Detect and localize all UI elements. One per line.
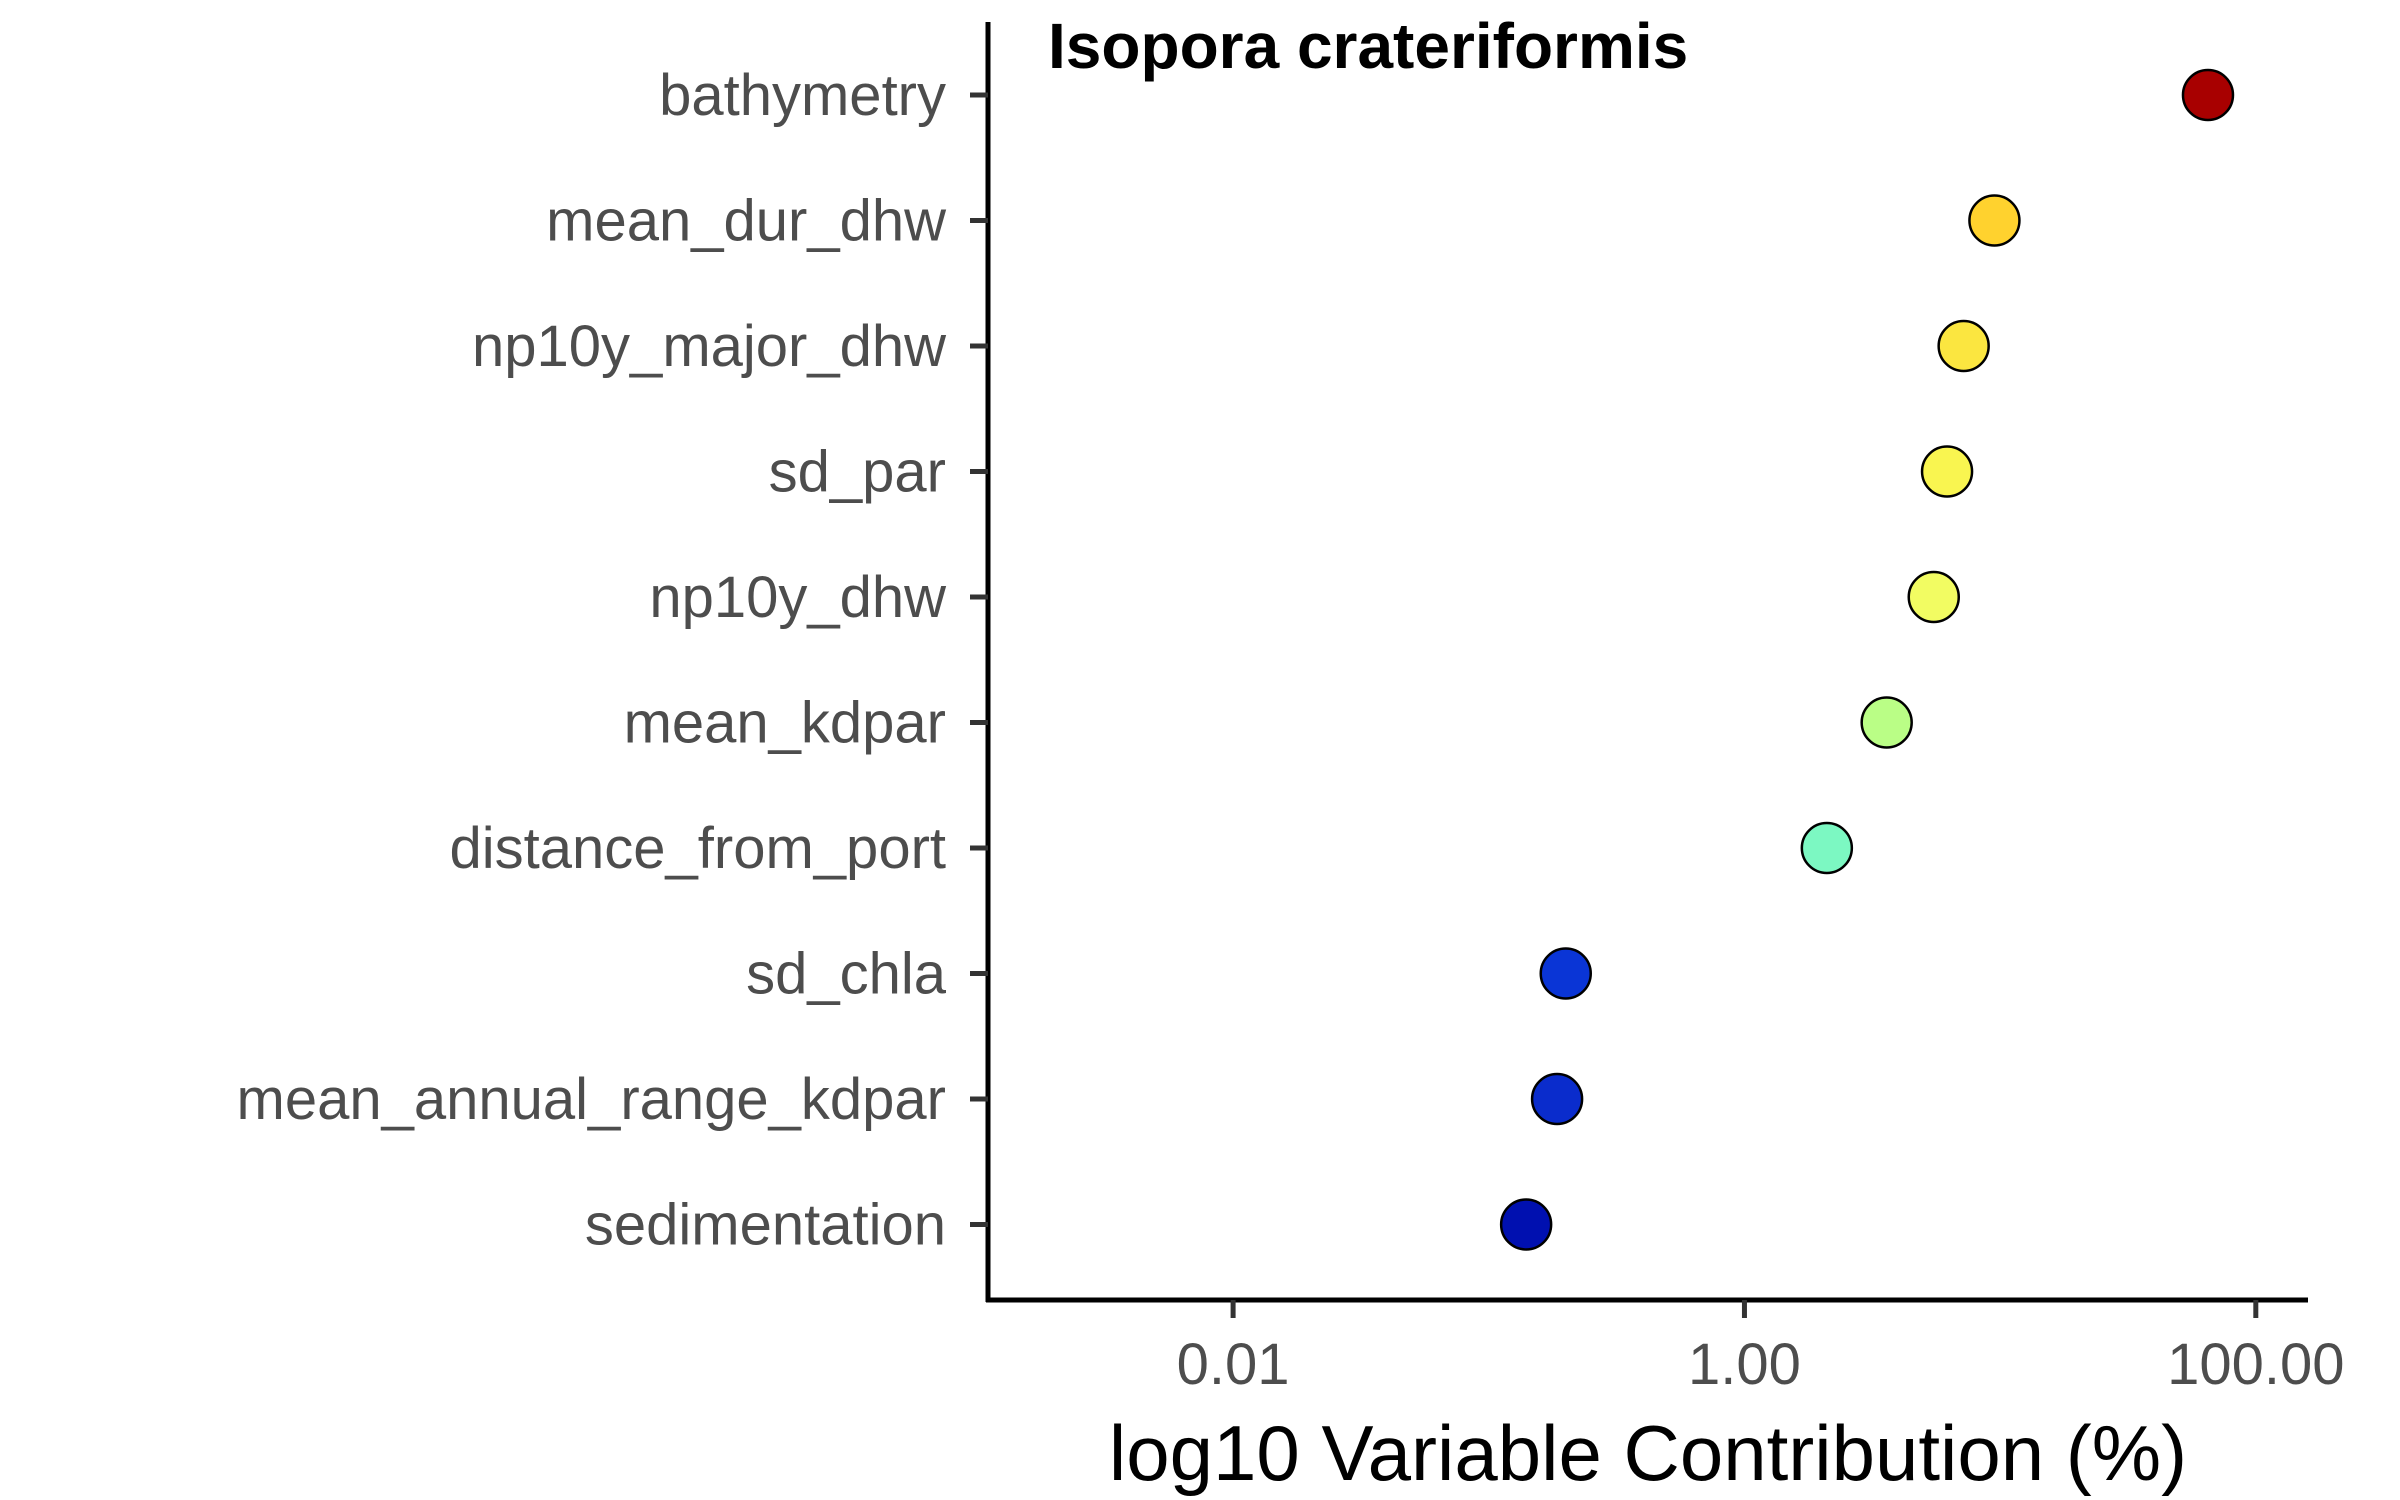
data-point-mean-annual-range-kdpar [1530,1072,1584,1126]
x-tick-label: 0.01 [1177,1332,1290,1397]
x-tick-label: 1.00 [1688,1332,1801,1397]
chart-title: Isopora crateriformis [1048,10,1688,82]
data-point-sd-par [1920,445,1974,498]
y-tick-label: mean_annual_range_kdpar [237,1067,946,1132]
y-tick-label: np10y_major_dhw [472,314,947,379]
data-point-np10y-major-dhw [1937,319,1990,373]
y-tick-label: mean_dur_dhw [546,189,947,254]
data-points [1499,68,2235,1251]
data-point-distance-from-port [1800,821,1854,875]
x-axis-title: log10 Variable Contribution (%) [1109,1409,2187,1497]
x-axis: 0.01 1.00 100.00 [986,1297,2345,1397]
y-axis: bathymetry mean_dur_dhw np10y_major_dhw sd_… [237,22,991,1302]
data-point-mean-dur-dhw [1968,194,2021,247]
y-tick-label: sedimentation [585,1193,946,1258]
y-tick-label: sd_chla [746,942,947,1007]
y-tick-label: sd_par [769,440,946,505]
y-tick-label: bathymetry [659,63,946,128]
y-tick-label: mean_kdpar [624,691,946,756]
data-point-np10y-dhw [1907,570,1960,624]
x-tick-label: 100.00 [2167,1332,2344,1397]
data-point-sedimentation [1499,1198,1553,1251]
data-point-sd-chla [1539,947,1592,1000]
data-point-bathymetry [2181,68,2235,122]
y-tick-label: distance_from_port [450,816,946,881]
y-tick-label: np10y_dhw [649,565,947,630]
data-point-mean-kdpar [1860,696,1913,749]
